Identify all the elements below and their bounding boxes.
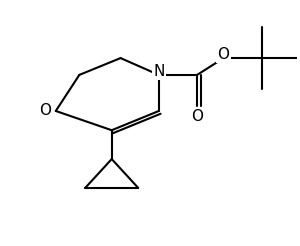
Text: O: O	[40, 104, 52, 119]
Text: N: N	[153, 64, 164, 79]
Text: O: O	[191, 109, 203, 124]
Text: O: O	[218, 47, 230, 62]
